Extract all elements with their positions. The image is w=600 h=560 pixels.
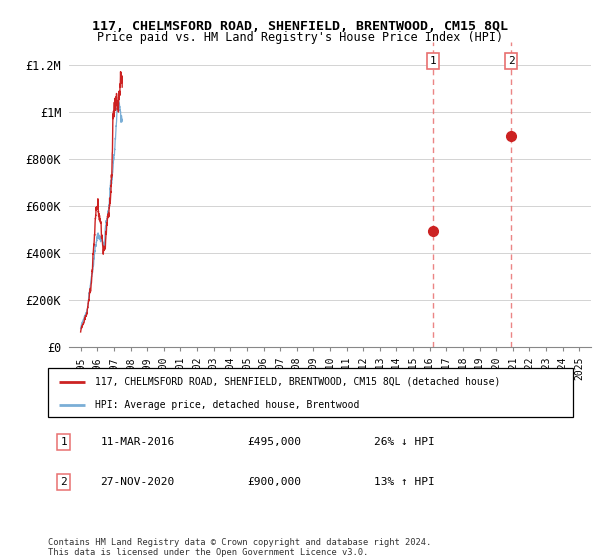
Text: 26% ↓ HPI: 26% ↓ HPI xyxy=(373,437,434,447)
Text: 13% ↑ HPI: 13% ↑ HPI xyxy=(373,477,434,487)
Text: 1: 1 xyxy=(430,56,436,66)
Text: 117, CHELMSFORD ROAD, SHENFIELD, BRENTWOOD, CM15 8QL (detached house): 117, CHELMSFORD ROAD, SHENFIELD, BRENTWO… xyxy=(95,377,500,387)
Text: 11-MAR-2016: 11-MAR-2016 xyxy=(101,437,175,447)
Text: 2: 2 xyxy=(61,477,67,487)
Text: 2: 2 xyxy=(508,56,515,66)
Text: £900,000: £900,000 xyxy=(248,477,302,487)
Text: HPI: Average price, detached house, Brentwood: HPI: Average price, detached house, Bren… xyxy=(95,400,359,410)
Text: Price paid vs. HM Land Registry's House Price Index (HPI): Price paid vs. HM Land Registry's House … xyxy=(97,31,503,44)
Text: 27-NOV-2020: 27-NOV-2020 xyxy=(101,477,175,487)
Text: 117, CHELMSFORD ROAD, SHENFIELD, BRENTWOOD, CM15 8QL: 117, CHELMSFORD ROAD, SHENFIELD, BRENTWO… xyxy=(92,20,508,32)
Text: 1: 1 xyxy=(61,437,67,447)
Text: £495,000: £495,000 xyxy=(248,437,302,447)
Text: Contains HM Land Registry data © Crown copyright and database right 2024.
This d: Contains HM Land Registry data © Crown c… xyxy=(48,538,431,557)
